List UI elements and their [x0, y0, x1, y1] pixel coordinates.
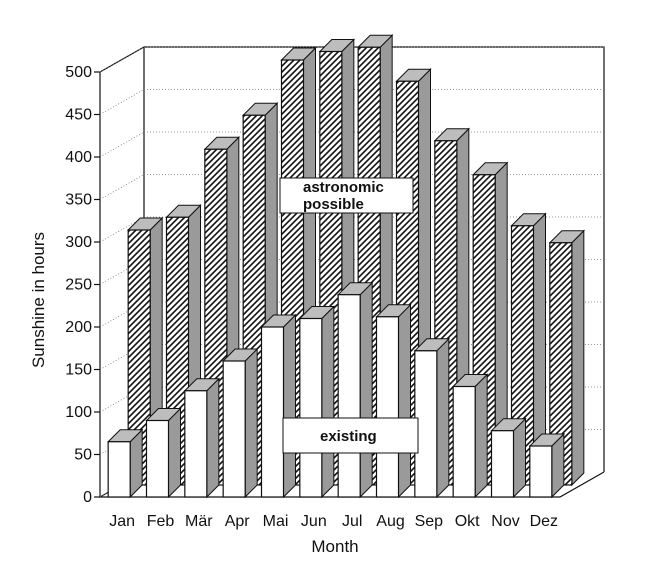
bar-astronomic-Okt — [471, 161, 509, 487]
gridline-left — [99, 131, 145, 158]
bar-existing-Feb — [145, 407, 182, 499]
y-tick-label: 400 — [65, 149, 92, 166]
bar-existing-Jun — [298, 305, 336, 499]
bar-existing-Sep — [413, 337, 451, 499]
bar-existing-Mai-front — [260, 326, 285, 498]
gridline-left — [99, 89, 145, 115]
bar-existing-Jun-side — [321, 305, 335, 499]
x-tick-label: Nov — [491, 513, 519, 530]
gridline-left — [99, 46, 145, 73]
bar-existing-Jun-front — [299, 317, 323, 498]
x-tick-label: Jun — [301, 513, 327, 530]
bar-existing-Dez — [528, 432, 566, 499]
gridline-left — [99, 174, 145, 200]
y-tick-label: 350 — [65, 192, 92, 209]
x-axis-title: Month — [311, 537, 358, 556]
x-tick-label: Feb — [147, 513, 175, 530]
bar-existing-Aug-side — [398, 303, 411, 499]
bar-astronomic-Dez-side — [571, 229, 585, 487]
astronomic-label-line1: astronomic — [303, 179, 384, 196]
y-tick-label: 100 — [65, 404, 92, 421]
bar-existing-Okt-side — [474, 373, 488, 499]
bar-existing-Jan-front — [107, 441, 131, 498]
x-tick-label: Okt — [455, 513, 480, 530]
bar-existing-Jan — [106, 428, 144, 499]
x-tick-label: Jan — [109, 513, 135, 530]
existing-label: existing — [282, 417, 419, 454]
y-axis-title: Sunshine in hours — [29, 232, 48, 368]
bar-existing-Mär-side — [206, 377, 220, 499]
bar-existing-Jul-side — [359, 281, 373, 499]
y-tick-label: 0 — [83, 489, 92, 506]
astronomic-possible-label-box — [279, 177, 414, 214]
bar-existing-Jul — [336, 281, 374, 499]
possible-label-line2: possible — [303, 196, 364, 213]
existing-label-text: existing — [320, 428, 377, 445]
y-tick-label: 200 — [65, 319, 92, 336]
bar-existing-Nov-front — [490, 430, 515, 498]
floor — [100, 471, 605, 498]
y-tick-label: 450 — [65, 107, 92, 124]
x-tick-label: Jul — [342, 513, 362, 530]
y-tick-label: 150 — [65, 362, 92, 379]
bar-existing-Mai-side — [283, 313, 296, 499]
x-tick-label: Sep — [415, 513, 444, 530]
bar-existing-Mär — [183, 377, 221, 499]
x-tick-label: Aug — [376, 513, 404, 530]
y-axis-ticks: 0 50 100 150 200 250 300 350 400 450 500 — [65, 64, 100, 506]
bar-existing-Feb-front — [145, 419, 170, 498]
x-tick-label: Mär — [185, 513, 213, 530]
bar-existing-Okt — [451, 373, 489, 499]
x-tick-label: Apr — [225, 513, 251, 530]
bar-existing-Jul-front — [337, 294, 361, 498]
y-tick-label: 500 — [65, 64, 92, 81]
bar-existing-Sep-side — [436, 337, 450, 499]
y-tick-label: 250 — [65, 277, 92, 294]
bar-existing-Apr — [221, 347, 259, 499]
bar-existing-Dez-front — [529, 445, 553, 498]
bar-existing-Nov — [490, 417, 527, 499]
existing-label-box — [282, 417, 419, 454]
astronomic-possible-label: astronomic possible — [279, 177, 414, 214]
x-tick-label: Mai — [263, 513, 289, 530]
x-tick-label: Dez — [530, 513, 558, 530]
bar-existing-Apr-side — [244, 347, 258, 499]
bar-existing-Aug-front — [375, 316, 400, 498]
y-tick-label: 50 — [74, 447, 92, 464]
bar-existing-Okt-front — [452, 385, 476, 498]
bar-existing-Nov-side — [513, 417, 526, 499]
bar-existing-Mär-front — [184, 390, 208, 498]
x-axis-ticks: Jan Feb Mär Apr Mai Jun Jul Aug Sep Okt Nov Dez — [109, 513, 558, 530]
y-tick-label: 300 — [65, 234, 92, 251]
bar-existing-Feb-side — [168, 407, 181, 499]
bar-existing-Aug — [375, 303, 412, 499]
bar-existing-Mai — [260, 313, 297, 499]
bar-existing-Apr-front — [222, 360, 246, 498]
